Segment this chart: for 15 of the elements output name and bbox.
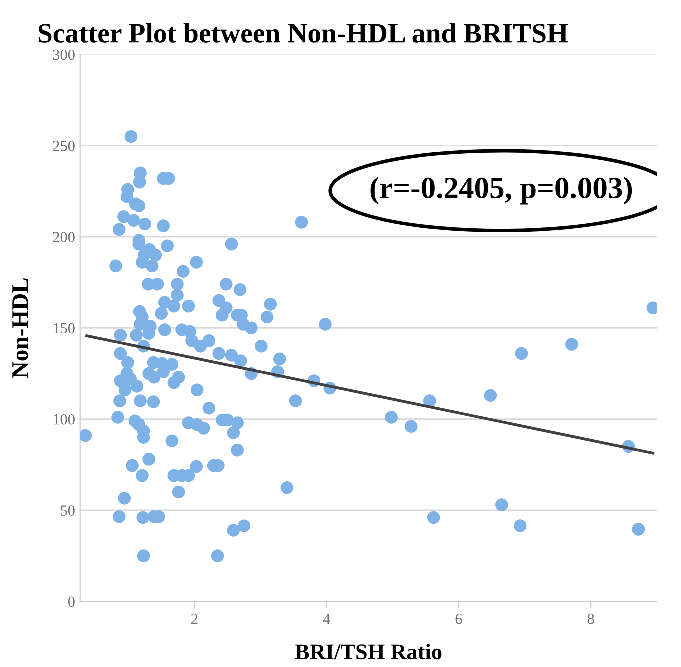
x-tick-label: 4 — [323, 614, 330, 624]
annotation: (r=-0.2405, p=0.003) — [370, 177, 632, 205]
y-axis-title: Non-HDL — [12, 278, 28, 378]
y-tick-label: 0 — [68, 596, 75, 608]
x-tick-label: 6 — [456, 614, 462, 624]
y-tick-label: 300 — [53, 50, 75, 60]
x-tick-label: 2 — [192, 614, 198, 624]
y-tick-label: 200 — [53, 232, 75, 242]
y-tick-label: 150 — [54, 323, 75, 334]
x-axis-title: BRI/TSH Ratio — [295, 644, 442, 660]
chart-title: Scatter Plot between Non-HDL and BRITSH — [38, 23, 568, 43]
y-tick-label: 250 — [53, 140, 75, 152]
y-tick-label: 100 — [54, 414, 75, 425]
x-tick-label: 8 — [588, 614, 594, 624]
y-tick-label: 50 — [61, 506, 75, 516]
